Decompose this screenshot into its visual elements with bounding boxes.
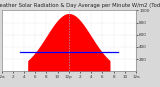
Text: Milwaukee Weather Solar Radiation & Day Average per Minute W/m2 (Today): Milwaukee Weather Solar Radiation & Day … [0, 3, 160, 8]
